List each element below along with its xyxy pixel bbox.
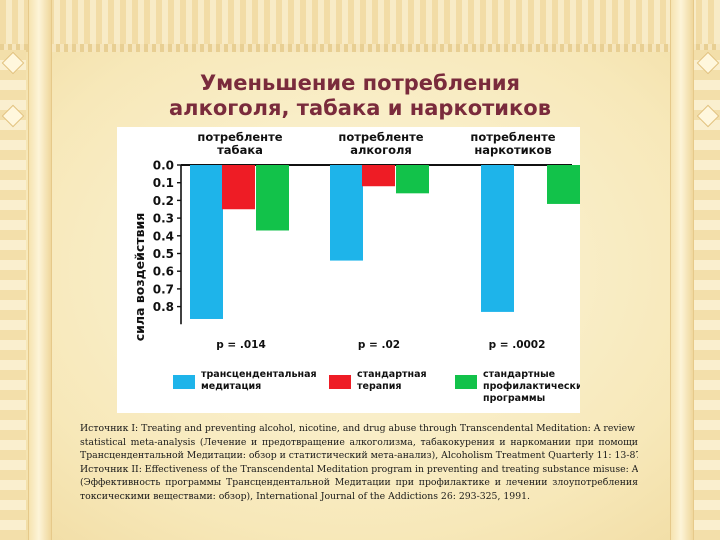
legend-label: программы	[483, 393, 545, 404]
chart-panel: сила воздействия 0.0 0.1 0.2 0.3 0.4 0.5 0.6 0.7…	[117, 127, 580, 413]
legend-swatch	[329, 375, 351, 389]
p-value-label: p = .014	[216, 339, 266, 351]
y-tick-label: 0.8	[153, 300, 174, 314]
legend-swatch	[173, 375, 195, 389]
p-value-label: p = .02	[358, 339, 400, 351]
p-value-label: p = .0002	[489, 339, 546, 351]
y-tick-label: 0.3	[153, 212, 174, 226]
source-line: statistical meta-analysis (Лечение и пре…	[80, 436, 638, 448]
bar-tm	[330, 165, 363, 261]
bar-therapy	[362, 165, 395, 187]
category-label: потребленте	[470, 130, 555, 144]
decorative-top-border	[0, 0, 720, 47]
category-label: потребленте	[197, 130, 282, 144]
category-label: табака	[217, 143, 263, 157]
category-label: потребленте	[338, 130, 423, 144]
bar-tm	[481, 165, 514, 312]
bar-therapy	[222, 165, 255, 210]
legend-label: терапия	[357, 381, 401, 392]
source-line: (Эффективность программы Трансценденталь…	[80, 477, 638, 488]
slide-title-line2: алкоголя, табака и наркотиков	[169, 96, 551, 120]
decorative-top-band	[0, 44, 720, 52]
y-tick-label: 0.5	[153, 247, 174, 261]
y-axis-label: сила воздействия	[132, 213, 147, 342]
left-pillar	[28, 0, 52, 540]
bar-prevention	[547, 165, 580, 204]
legend-label: трансцендентальная	[201, 369, 317, 380]
source-line: токсическими веществами: обзор), Interna…	[80, 490, 530, 502]
legend-label: профилактические	[483, 381, 580, 392]
source-line: Источник I: Treating and preventing alco…	[80, 423, 638, 434]
bar-tm	[190, 165, 223, 319]
slide-title-line1: Уменьшение потребления	[199, 71, 521, 95]
right-pillar	[670, 0, 694, 540]
bar-chart: сила воздействия 0.0 0.1 0.2 0.3 0.4 0.5 0.6 0.7…	[132, 130, 580, 404]
decorative-right-pattern	[694, 50, 720, 540]
source-line: Источник II: Effectiveness of the Transc…	[80, 463, 638, 475]
legend-label: стандартные	[483, 369, 555, 380]
y-tick-label: 0.1	[153, 176, 174, 190]
y-tick-label: 0.7	[153, 282, 174, 296]
legend-swatch	[455, 375, 477, 389]
bar-prevention	[396, 165, 429, 194]
category-label: алкоголя	[350, 143, 412, 157]
y-tick-label: 0.2	[153, 194, 174, 208]
bar-prevention	[256, 165, 289, 231]
y-tick-label: 0.6	[153, 265, 174, 279]
y-tick-label: 0.0	[153, 159, 174, 173]
source-line: Трансцендентальной Медитации: обзор и ст…	[80, 450, 638, 461]
legend-label: медитация	[201, 381, 261, 392]
decorative-left-pattern	[0, 50, 26, 540]
legend-label: стандартная	[357, 369, 427, 380]
category-label: наркотиков	[474, 143, 551, 157]
y-tick-label: 0.4	[153, 229, 174, 243]
